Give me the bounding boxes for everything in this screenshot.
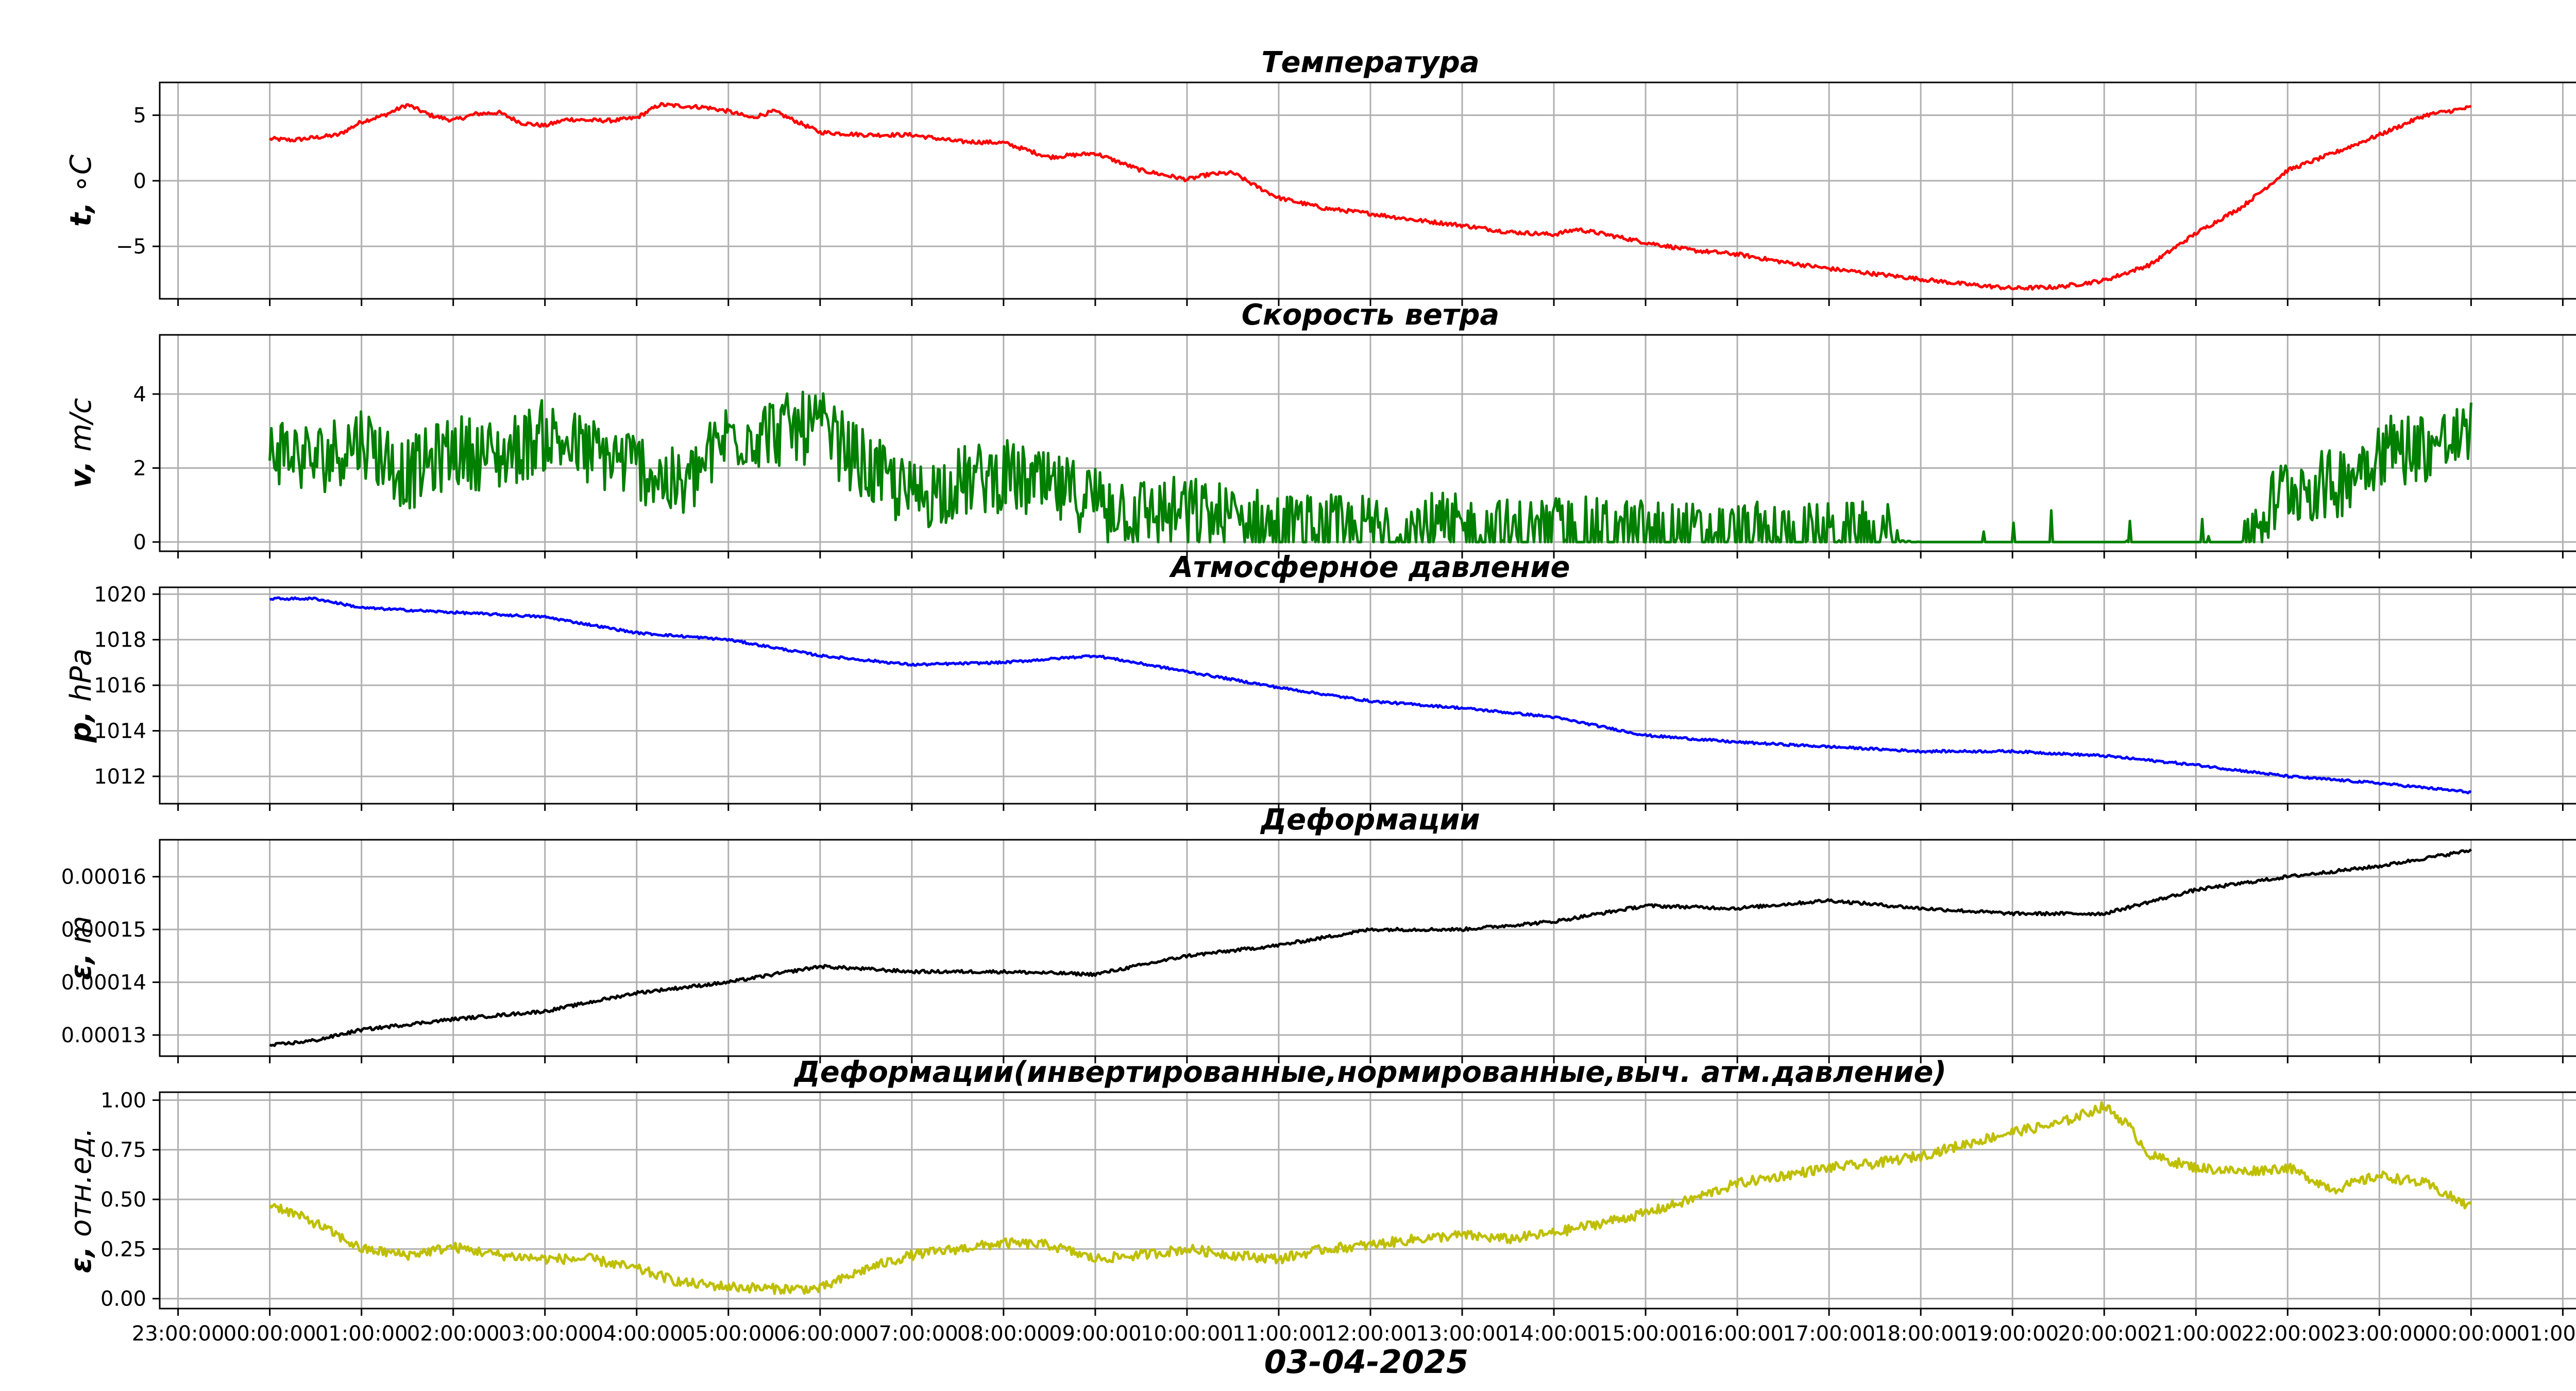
panel-title: Деформации [1260,803,1480,837]
panel-title: Деформации(инвертированные,нормированные… [793,1056,1946,1089]
series-line [268,391,2472,544]
y-tick-label: 4 [133,383,146,406]
x-tick-label: 18:00:00 [1874,1322,1967,1346]
panel-3: 1012 1014 1016 1018 1020 Атмосферное давление… [64,551,2576,811]
x-tick-label: 01:00:00 [2517,1322,2576,1346]
series-line [268,1101,2472,1295]
axes-frame [159,586,2576,805]
series-line [268,101,2471,291]
x-tick-label: 07:00:00 [866,1322,958,1346]
x-tick-label: 21:00:00 [2149,1322,2242,1346]
panel-title: Скорость ветра [1242,298,1499,332]
x-tick-label: 11:00:00 [1232,1322,1325,1346]
x-tick-label: 00:00:00 [224,1322,316,1346]
y-axis-label: p, hPa [64,649,98,743]
panel-5: 0.00 0.25 0.50 0.75 1.00 Деформации(инвертиро… [64,1056,2576,1316]
x-tick-label: 23:00:00 [2333,1322,2426,1346]
y-tick-label: 0.00016 [61,866,146,889]
y-tick-label: −5 [116,235,146,259]
axes-frame [159,1091,2576,1310]
x-tick-label: 02:00:00 [407,1322,500,1346]
y-axis-label: ε, отн.ед. [64,1128,98,1274]
y-tick-label: 1018 [94,629,146,652]
x-tick-label: 19:00:00 [1966,1322,2059,1346]
x-tick-label: 01:00:00 [315,1322,408,1346]
y-tick-label: 0.25 [100,1237,146,1261]
y-axis-label: ε, m [64,916,98,980]
x-tick-label: 05:00:00 [682,1322,775,1346]
y-tick-label: 5 [133,104,146,128]
panel-title: Атмосферное давление [1169,551,1570,584]
x-tick-label: 06:00:00 [774,1322,867,1346]
series-line [269,848,2472,1047]
x-axis-title: 03-04-2025 [1264,1343,1469,1381]
x-tick-label: 09:00:00 [1049,1322,1142,1346]
x-tick-label: 14:00:00 [1507,1322,1600,1346]
panel-title: Температура [1261,46,1479,79]
x-tick-label: 20:00:00 [2058,1322,2150,1346]
x-tick-label: 12:00:00 [1324,1322,1417,1346]
y-tick-label: 1.00 [100,1089,146,1112]
x-tick-label: 16:00:00 [1691,1322,1784,1346]
y-tick-label: 0.00 [100,1287,146,1311]
x-tick-label: 13:00:00 [1416,1322,1509,1346]
y-tick-label: 2 [133,456,146,480]
y-axis-label: t, ∘C [64,155,98,227]
x-tick-label: 00:00:00 [2425,1322,2518,1346]
x-tick-label: 10:00:00 [1141,1322,1233,1346]
panel-2: 0 2 4 Скорость ветра v, m/c [64,298,2576,558]
panel-1: −5 0 5 Температура t, ∘C [64,46,2576,306]
y-tick-label: 0 [133,531,146,554]
x-tick-label: 23:00:00 [132,1322,225,1346]
y-tick-label: 1014 [94,720,146,743]
y-tick-label: 0.75 [100,1139,146,1162]
x-tick-label: 17:00:00 [1783,1322,1875,1346]
y-tick-label: 1020 [94,583,146,606]
y-axis-label: v, m/c [64,398,98,488]
x-tick-label: 04:00:00 [590,1322,683,1346]
axes-frame [159,839,2576,1057]
x-tick-label: 08:00:00 [957,1322,1050,1346]
x-tick-label: 03:00:00 [499,1322,591,1346]
y-tick-label: 0.50 [100,1188,146,1212]
y-tick-label: 0.00014 [61,971,146,995]
x-tick-label: 15:00:00 [1599,1322,1692,1346]
y-tick-label: 1012 [94,765,146,789]
y-tick-label: 0.00015 [61,918,146,942]
series-line [269,596,2472,794]
y-tick-label: 0 [133,169,146,193]
y-tick-label: 1016 [94,674,146,698]
y-tick-label: 0.00013 [61,1024,146,1047]
panel-4: 0.00013 0.00014 0.00015 0.00016 Деформации ε,… [61,803,2576,1063]
x-tick-label: 22:00:00 [2241,1322,2334,1346]
